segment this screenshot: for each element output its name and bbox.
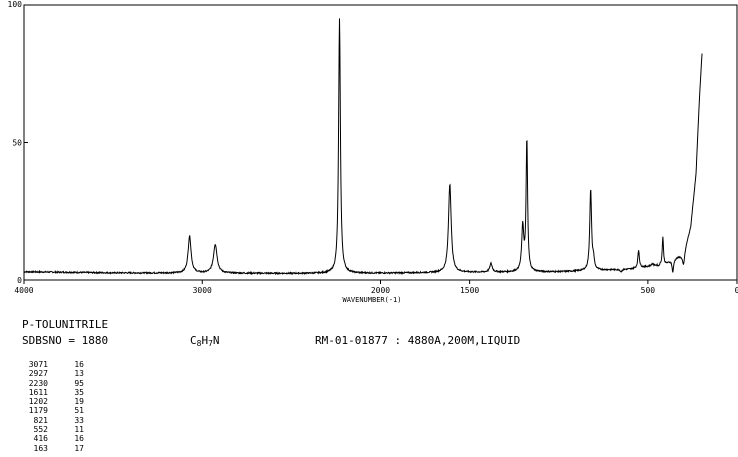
spectrum-chart: 4000 3000 2000 1500 500 0 0 50 100 WAVENUMBER(-1… bbox=[8, 0, 738, 304]
peak-intensity: 51 bbox=[74, 406, 84, 416]
x-tick-label: 0 bbox=[735, 286, 738, 295]
peak-intensity: 35 bbox=[74, 387, 84, 397]
molecular-formula: C8H7N bbox=[190, 334, 220, 348]
compound-name: P-TOLUNITRILE bbox=[22, 318, 109, 331]
peak-row: 2927 13 bbox=[20, 369, 84, 378]
axis-ticks: 4000 3000 2000 1500 500 0 0 50 100 bbox=[8, 0, 738, 295]
peak-wavenumber: 821 bbox=[33, 415, 48, 425]
y-tick-label: 100 bbox=[8, 0, 23, 9]
plot-frame bbox=[23, 4, 738, 281]
y-tick-label: 50 bbox=[12, 139, 22, 148]
x-tick-label: 4000 bbox=[14, 286, 33, 295]
peak-wavenumber: 1179 bbox=[28, 406, 48, 416]
peak-intensity: 11 bbox=[74, 425, 84, 435]
peak-wavenumber: 416 bbox=[33, 434, 48, 444]
peak-row: 163 17 bbox=[20, 444, 84, 453]
peak-wavenumber: 1611 bbox=[28, 387, 48, 397]
peak-wavenumber: 3071 bbox=[28, 360, 48, 369]
peak-row: 2230 95 bbox=[20, 379, 84, 388]
x-tick-label: 1500 bbox=[460, 286, 479, 295]
peak-wavenumber: 2230 bbox=[28, 378, 48, 388]
peak-wavenumber: 2927 bbox=[28, 369, 48, 379]
peak-wavenumber: 163 bbox=[33, 443, 48, 453]
peak-row: 416 16 bbox=[20, 434, 84, 443]
x-axis-title: WAVENUMBER(-1) bbox=[342, 296, 401, 304]
peak-intensity: 13 bbox=[74, 369, 84, 379]
spectrum-line bbox=[23, 18, 703, 276]
peak-wavenumber: 1202 bbox=[28, 397, 48, 407]
sdbs-number: SDBSNO = 1880 bbox=[22, 334, 109, 347]
x-tick-label: 500 bbox=[641, 286, 656, 295]
peak-row: 821 33 bbox=[20, 416, 84, 425]
peak-intensity: 16 bbox=[74, 434, 84, 444]
peak-intensity: 19 bbox=[74, 397, 84, 407]
peak-row: 1179 51 bbox=[20, 406, 84, 415]
y-tick-label: 0 bbox=[17, 276, 22, 285]
peak-wavenumber: 552 bbox=[33, 425, 48, 435]
peak-table: 3071 16 2927 13 2230 95 1611 35 1202 19 1179 51 821 3… bbox=[20, 360, 84, 453]
peak-intensity: 95 bbox=[74, 378, 84, 388]
x-tick-label: 2000 bbox=[371, 286, 390, 295]
peak-intensity: 17 bbox=[74, 443, 84, 453]
measurement-info: RM-01-01877 : 4880A,200M,LIQUID bbox=[315, 334, 521, 347]
peak-row: 1202 19 bbox=[20, 397, 84, 406]
peak-intensity: 16 bbox=[74, 360, 84, 369]
peak-row: 552 11 bbox=[20, 425, 84, 434]
peak-row: 3071 16 bbox=[20, 360, 84, 369]
x-tick-label: 3000 bbox=[193, 286, 212, 295]
peak-intensity: 33 bbox=[74, 415, 84, 425]
peak-row: 1611 35 bbox=[20, 388, 84, 397]
